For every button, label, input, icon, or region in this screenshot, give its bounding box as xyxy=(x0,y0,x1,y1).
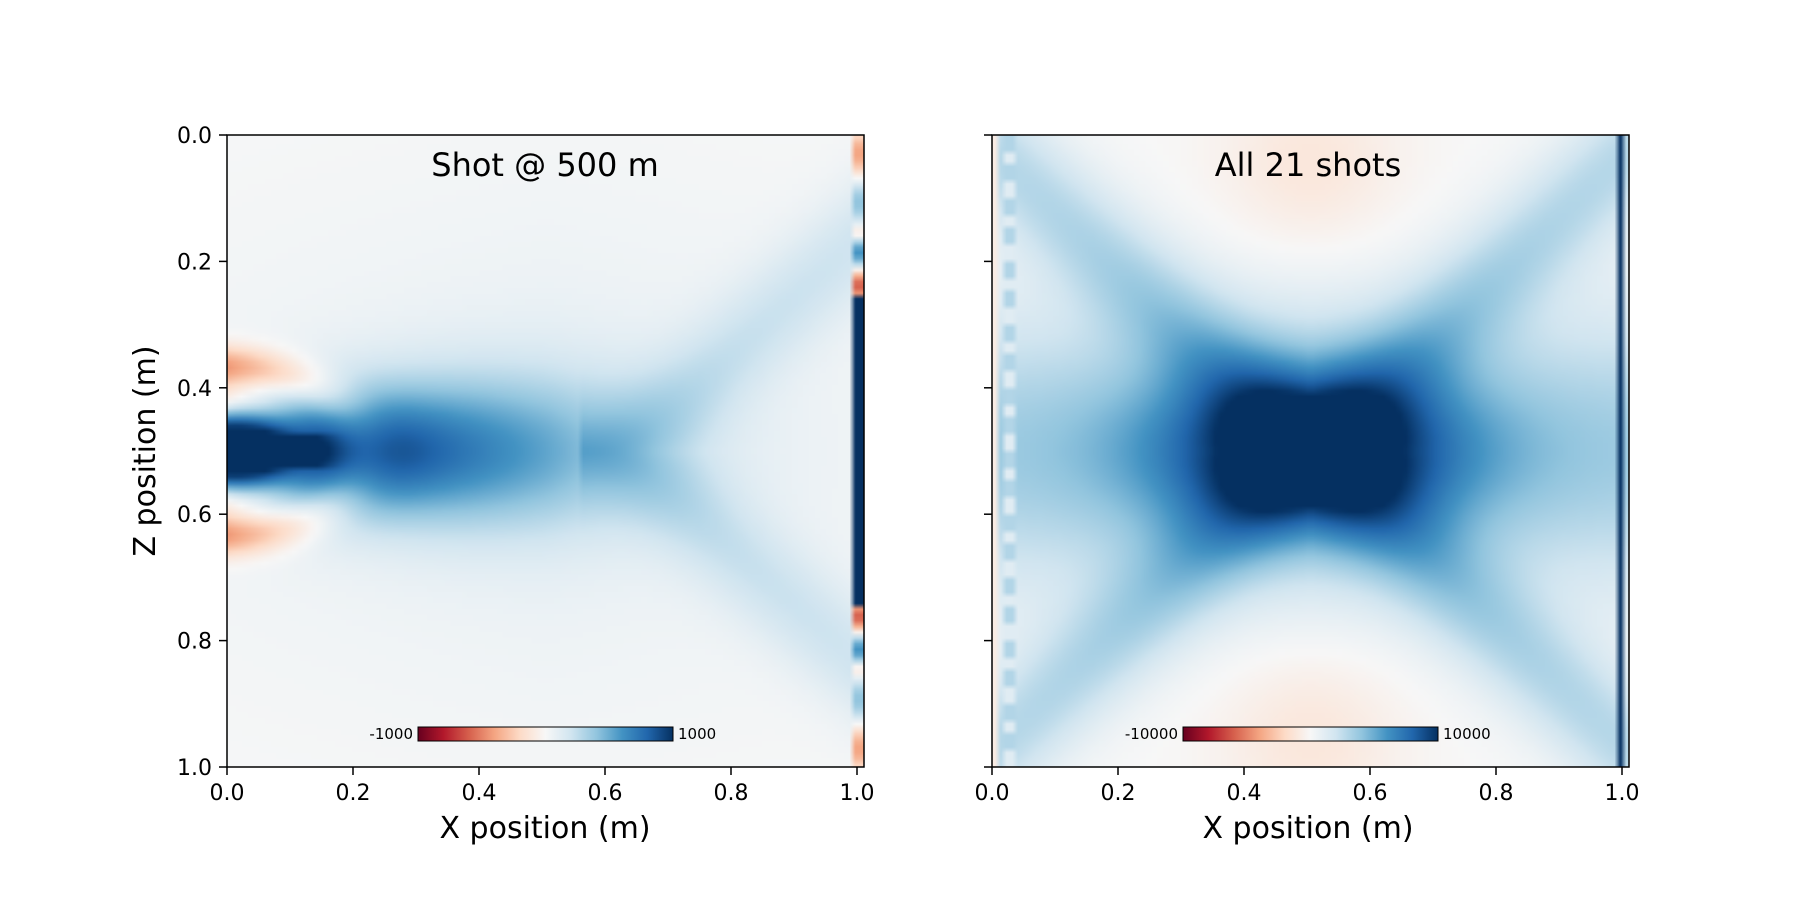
y-tick-label: 0.6 xyxy=(177,503,212,528)
colorbar-min-label: -1000 xyxy=(369,725,413,743)
y-tick-label: 0.4 xyxy=(177,377,212,402)
x-tick-label: 0.2 xyxy=(1101,781,1136,806)
heatmap-right xyxy=(992,135,1629,767)
panel-title-left: Shot @ 500 m xyxy=(431,146,658,184)
panel-title-right: All 21 shots xyxy=(1215,146,1401,184)
y-tick-label: 0.8 xyxy=(177,630,212,655)
colorbar-left: -1000 1000 xyxy=(369,725,716,743)
y-axis-label: Z position (m) xyxy=(128,345,163,556)
x-tick-label: 0.4 xyxy=(1227,781,1262,806)
x-axis-right: 0.0 0.2 0.4 0.6 0.8 1.0 xyxy=(975,767,1640,806)
x-tick-label: 0.6 xyxy=(1353,781,1388,806)
plot-frame-left xyxy=(226,134,865,768)
x-tick-label: 1.0 xyxy=(1605,781,1640,806)
x-tick-label: 0.2 xyxy=(336,781,371,806)
x-axis-label-right: X position (m) xyxy=(1202,811,1413,846)
x-axis-label-left: X position (m) xyxy=(439,811,650,846)
x-tick-label: 1.0 xyxy=(840,781,875,806)
panel-left: Shot @ 500 m 0.0 0.2 0.4 0.6 0.8 1.0 0.0 xyxy=(128,124,875,846)
colorbar-min-label: -10000 xyxy=(1125,725,1178,743)
y-tick-label: 1.0 xyxy=(177,756,212,781)
x-axis-left: 0.0 0.2 0.4 0.6 0.8 1.0 xyxy=(210,767,875,806)
colorbar-gradient xyxy=(417,726,674,742)
panel-right: All 21 shots 0.0 0.2 0.4 0.6 0.8 1.0 X p… xyxy=(975,134,1640,846)
x-tick-label: 0.8 xyxy=(1479,781,1514,806)
colorbar-max-label: 1000 xyxy=(678,725,716,743)
x-tick-label: 0.4 xyxy=(462,781,497,806)
y-axis-right xyxy=(984,134,992,768)
x-tick-label: 0.8 xyxy=(714,781,749,806)
x-tick-label: 0.0 xyxy=(210,781,245,806)
y-tick-label: 0.0 xyxy=(177,124,212,149)
heatmap-left xyxy=(227,135,864,767)
plot-frame-right xyxy=(991,134,1630,768)
colorbar-gradient xyxy=(1182,726,1439,742)
y-tick-label: 0.2 xyxy=(177,250,212,275)
x-tick-label: 0.0 xyxy=(975,781,1010,806)
x-tick-label: 0.6 xyxy=(588,781,623,806)
colorbar-right: -10000 10000 xyxy=(1125,725,1491,743)
colorbar-max-label: 10000 xyxy=(1443,725,1491,743)
y-axis-left: 0.0 0.2 0.4 0.6 0.8 1.0 xyxy=(177,124,227,781)
